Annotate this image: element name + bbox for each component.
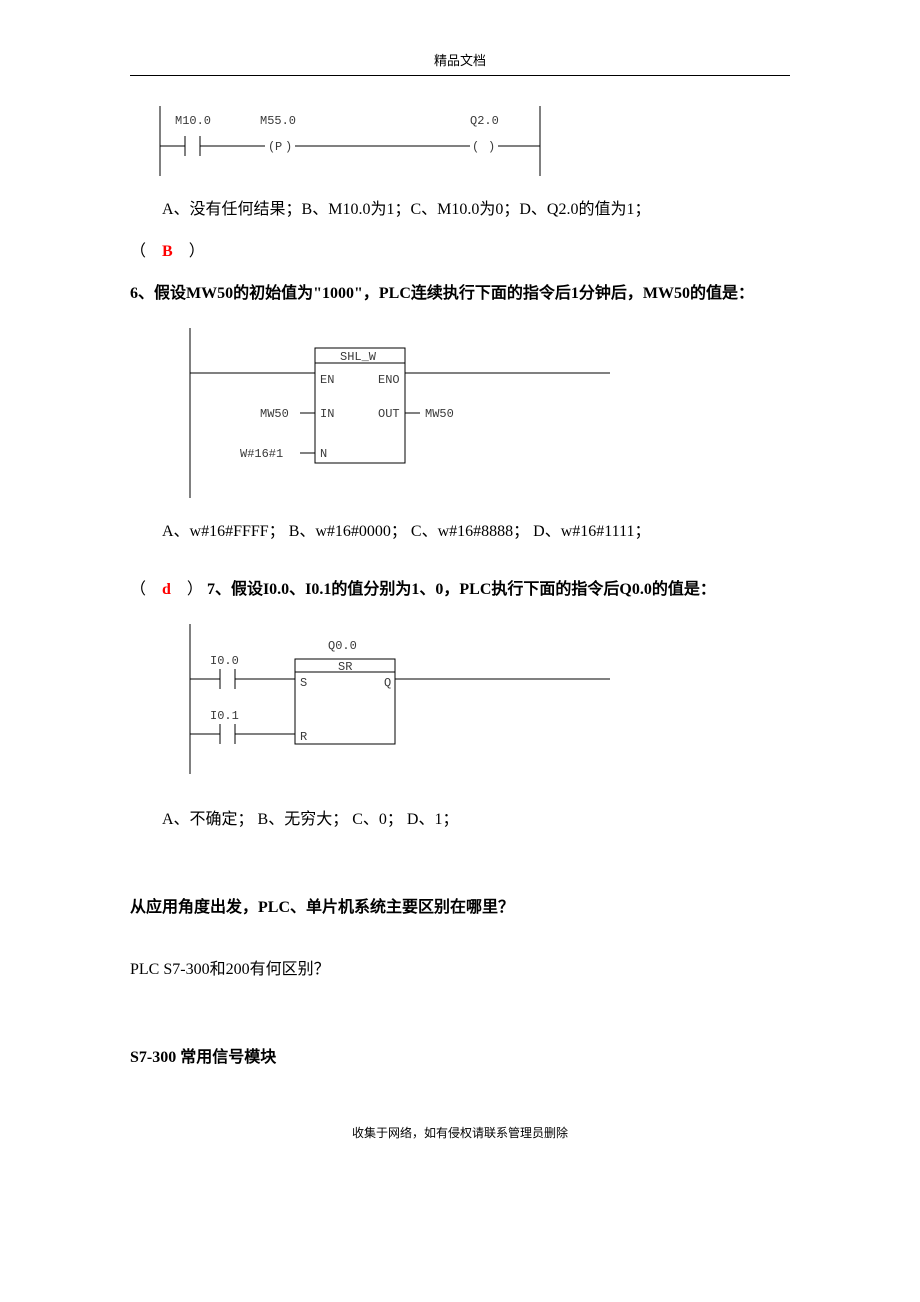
q5-answer-suffix: ）	[189, 243, 205, 260]
d2-eno: ENO	[378, 373, 400, 387]
q7-line: （ d ） 7、假设I0.0、I0.1的值分别为1、0，PLC执行下面的指令后Q…	[130, 574, 790, 606]
d1-q2: Q2.0	[470, 114, 499, 128]
block-diagram-sr: Q0.0 SR I0.0 I0.1 S Q R	[180, 624, 790, 774]
d2-in: IN	[320, 407, 334, 421]
d1-m10: M10.0	[175, 114, 211, 128]
ladder-diagram-1: ( ) ( ) M10.0 M55.0 P Q2.0	[140, 106, 790, 176]
d2-en: EN	[320, 373, 334, 387]
d3-s: S	[300, 676, 307, 690]
q5-answer: （ B ）	[130, 236, 790, 268]
d2-mw50-l: MW50	[260, 407, 289, 421]
d2-w16: W#16#1	[240, 447, 283, 461]
d3-sr: SR	[338, 660, 352, 674]
q5-answer-letter: B	[162, 243, 173, 260]
page-header: 精品文档	[130, 50, 790, 69]
q5-options: A、没有任何结果；B、M10.0为1；C、M10.0为0；D、Q2.0的值为1；	[130, 194, 790, 226]
q7-options: A、不确定； B、无穷大； C、0； D、1；	[130, 804, 790, 836]
d2-mw50-r: MW50	[425, 407, 454, 421]
svg-text:(: (	[472, 140, 479, 154]
q7-answer-suffix: ）	[187, 581, 203, 598]
d3-i01: I0.1	[210, 709, 239, 723]
d3-q: Q	[384, 676, 391, 690]
q7-answer-prefix: （	[130, 581, 146, 598]
q7-answer-letter: d	[162, 581, 171, 598]
q10-text: S7-300 常用信号模块	[130, 1042, 790, 1074]
q6-stem: 6、假设MW50的初始值为"1000"，PLC连续执行下面的指令后1分钟后，MW…	[130, 278, 790, 310]
d2-title: SHL_W	[340, 350, 377, 364]
d1-p: P	[275, 140, 282, 154]
svg-text:): )	[285, 140, 292, 154]
q9-text: PLC S7-300和200有何区别？	[130, 954, 790, 986]
page-footer: 收集于网络，如有侵权请联系管理员删除	[130, 1124, 790, 1141]
q8-text: 从应用角度出发，PLC、单片机系统主要区别在哪里？	[130, 892, 790, 924]
d3-r: R	[300, 730, 307, 744]
block-diagram-shl: SHL_W EN ENO IN OUT N MW50 MW50 W#16#1	[180, 328, 790, 498]
svg-text:): )	[488, 140, 495, 154]
d2-n: N	[320, 447, 327, 461]
q7-stem: 7、假设I0.0、I0.1的值分别为1、0，PLC执行下面的指令后Q0.0的值是…	[207, 581, 716, 598]
d3-i00: I0.0	[210, 654, 239, 668]
page-content: 精品文档 ( ) (	[0, 0, 920, 1181]
d1-m55: M55.0	[260, 114, 296, 128]
q6-options: A、w#16#FFFF； B、w#16#0000； C、w#16#8888； D…	[130, 516, 790, 548]
d3-q0: Q0.0	[328, 639, 357, 653]
header-divider	[130, 75, 790, 76]
q5-answer-prefix: （	[130, 243, 146, 260]
d2-out: OUT	[378, 407, 400, 421]
